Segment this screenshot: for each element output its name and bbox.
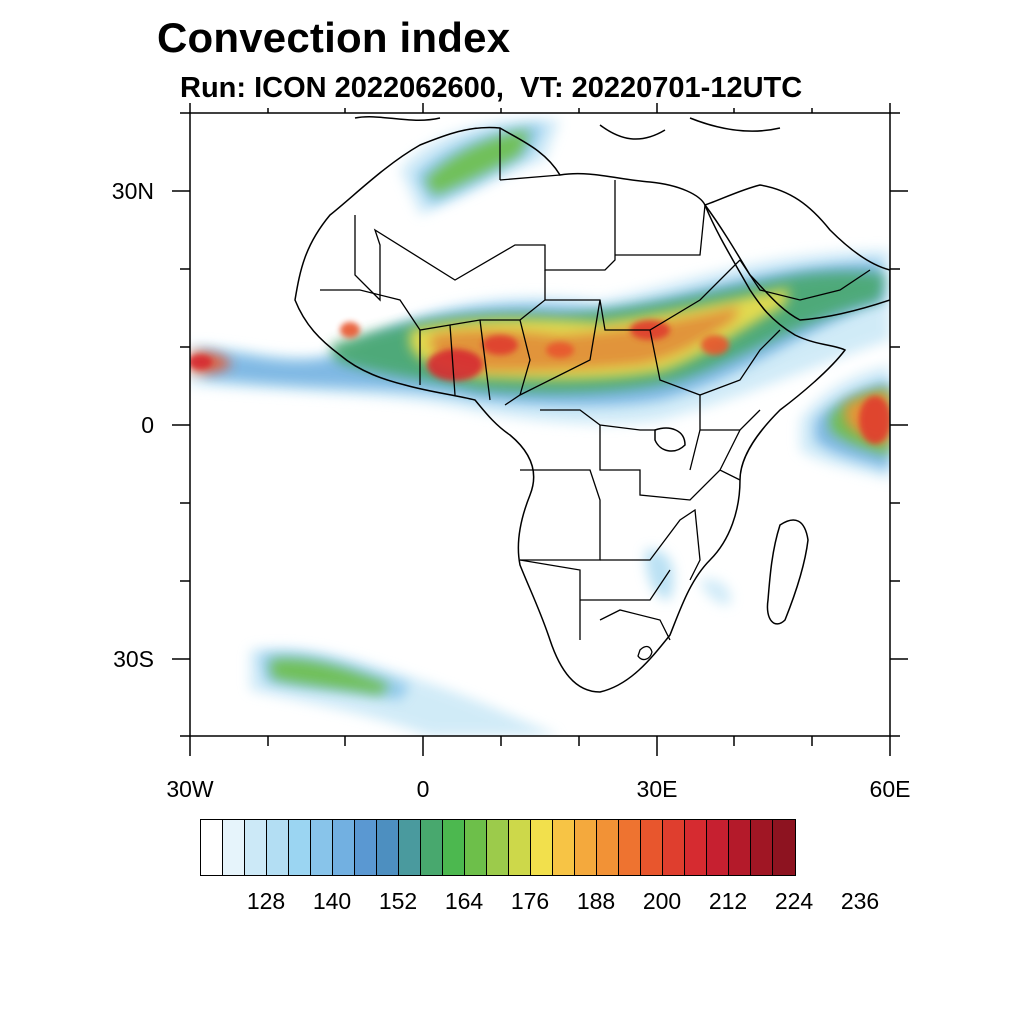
- colorbar-cell: [333, 820, 355, 875]
- lat-label-30s: 30S: [113, 646, 154, 672]
- colorbar-label: 224: [774, 888, 814, 914]
- colorbar-label: 176: [510, 888, 550, 914]
- colorbar-label: 212: [708, 888, 748, 914]
- colorbar-cell: [531, 820, 553, 875]
- lon-label-30e: 30E: [636, 776, 678, 802]
- lon-label-30w: 30W: [166, 776, 214, 802]
- plot-frame: [172, 103, 908, 756]
- core-atlantic: [190, 355, 212, 369]
- colorbar-cell: [355, 820, 377, 875]
- colorbar-cell: [619, 820, 641, 875]
- colorbar-cell: [245, 820, 267, 875]
- colorbar-cell: [223, 820, 245, 875]
- colorbar-cell: [553, 820, 575, 875]
- lat-label-30n: 30N: [111, 178, 154, 204]
- madagascar: [766, 519, 809, 625]
- colorbar: [200, 819, 796, 876]
- colorbar-cell: [201, 820, 223, 875]
- core-west-africa: [427, 349, 483, 381]
- core-ethiopia: [701, 335, 729, 355]
- africa-coastline: [294, 126, 847, 693]
- lon-label-0: 0: [416, 776, 430, 802]
- core-nigeria: [482, 335, 518, 355]
- colorbar-label: 152: [378, 888, 418, 914]
- north-africa-green: [425, 130, 530, 195]
- core-cameroon: [546, 342, 574, 358]
- colorbar-label: 164: [444, 888, 484, 914]
- colorbar-cell: [399, 820, 421, 875]
- chart-subtitle: Run: ICON 2022062600, VT: 20220701-12UTC: [180, 72, 803, 104]
- malawi-light: [645, 549, 674, 600]
- colorbar-cell: [663, 820, 685, 875]
- core-guinea: [340, 322, 360, 338]
- south-atlantic-green: [270, 659, 390, 695]
- colorbar-cell: [707, 820, 729, 875]
- colorbar-cell: [377, 820, 399, 875]
- lon-label-60e: 60E: [869, 776, 911, 802]
- colorbar-label: 128: [246, 888, 286, 914]
- lake-victoria: [654, 427, 686, 452]
- colorbar-cell: [751, 820, 773, 875]
- colorbar-cell: [267, 820, 289, 875]
- colorbar-cell: [773, 820, 795, 875]
- colorbar-cell: [597, 820, 619, 875]
- colorbar-cell: [311, 820, 333, 875]
- country-borders: [320, 128, 871, 661]
- madagascar-light: [700, 579, 731, 605]
- colorbar-cell: [487, 820, 509, 875]
- colorbar-cell: [685, 820, 707, 875]
- chart-title: Convection index: [157, 14, 511, 61]
- colorbar-cell: [641, 820, 663, 875]
- colorbar-label: 236: [840, 888, 880, 914]
- core-indian-ocean: [859, 396, 890, 444]
- colorbar-cell: [575, 820, 597, 875]
- lat-label-0: 0: [141, 412, 154, 438]
- colorbar-cell: [465, 820, 487, 875]
- colorbar-label: 140: [312, 888, 352, 914]
- colorbar-cell: [289, 820, 311, 875]
- colorbar-label: 188: [576, 888, 616, 914]
- colorbar-label: 200: [642, 888, 682, 914]
- colorbar-cell: [729, 820, 751, 875]
- europe-coast: [354, 116, 781, 140]
- colorbar-cell: [443, 820, 465, 875]
- convection-field: [190, 119, 890, 736]
- colorbar-cell: [509, 820, 531, 875]
- colorbar-cell: [421, 820, 443, 875]
